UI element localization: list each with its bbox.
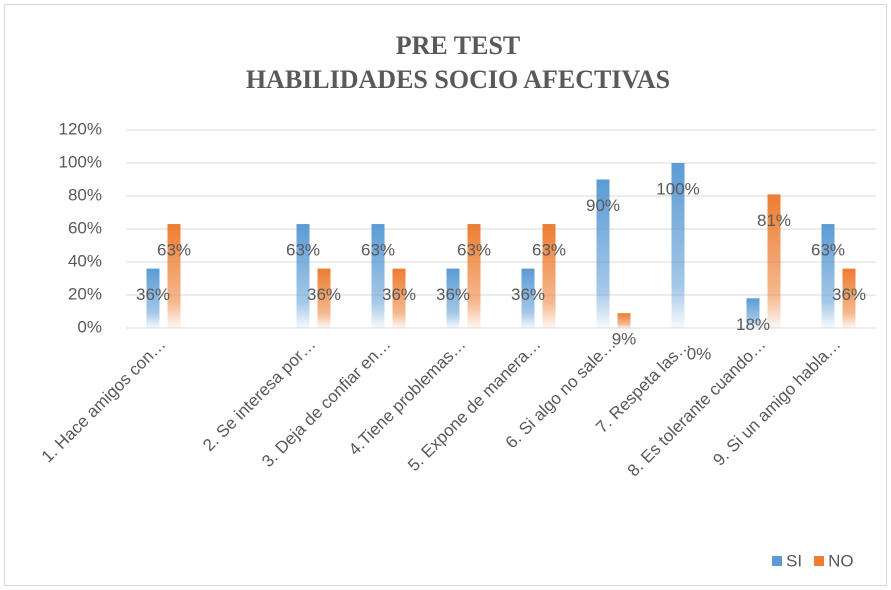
chart-title: PRE TEST — [396, 31, 521, 60]
data-label: 36% — [832, 285, 866, 304]
data-label: 63% — [532, 241, 566, 260]
bar — [767, 194, 781, 328]
data-label: 63% — [286, 241, 320, 260]
bar — [296, 224, 310, 328]
data-label: 63% — [157, 241, 191, 260]
bar — [317, 268, 331, 328]
legend-label: SI — [786, 551, 802, 570]
bar — [392, 268, 406, 328]
chart-title: HABILIDADES SOCIO AFECTIVAS — [246, 65, 670, 94]
data-label: 36% — [382, 285, 416, 304]
data-label: 63% — [361, 241, 395, 260]
data-label: 100% — [656, 179, 699, 198]
y-tick-label: 80% — [68, 185, 102, 204]
bar — [746, 298, 760, 328]
bar — [542, 224, 556, 328]
bar — [671, 163, 685, 328]
y-tick-label: 100% — [59, 152, 102, 171]
bar — [842, 268, 856, 328]
y-tick-label: 20% — [68, 284, 102, 303]
legend-swatch — [772, 556, 782, 566]
legend-swatch — [814, 556, 825, 566]
bar — [446, 268, 460, 328]
data-label: 36% — [307, 285, 341, 304]
data-label: 36% — [436, 285, 470, 304]
data-label: 18% — [736, 315, 770, 334]
bar — [167, 224, 181, 328]
data-label: 63% — [457, 241, 491, 260]
data-label: 63% — [811, 241, 845, 260]
data-label: 90% — [586, 196, 620, 215]
bar — [467, 224, 481, 328]
bar — [146, 268, 160, 328]
data-label: 9% — [612, 330, 637, 349]
data-label: 0% — [687, 344, 712, 363]
bar — [596, 179, 610, 328]
y-tick-label: 0% — [77, 317, 102, 336]
data-label: 81% — [757, 211, 791, 230]
bar — [371, 224, 385, 328]
y-tick-label: 40% — [68, 251, 102, 270]
data-label: 36% — [511, 285, 545, 304]
data-label: 36% — [136, 285, 170, 304]
bar — [617, 313, 631, 328]
legend-label: NO — [828, 551, 854, 570]
bar — [821, 224, 835, 328]
y-tick-label: 60% — [68, 218, 102, 237]
bar — [521, 268, 535, 328]
y-tick-label: 120% — [59, 119, 102, 138]
